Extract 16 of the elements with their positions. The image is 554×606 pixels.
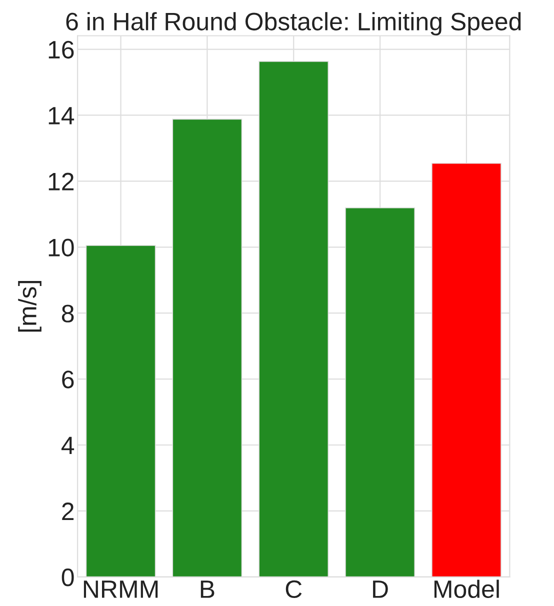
x-tick-label: B xyxy=(200,580,214,598)
x-tick-label: NRMM xyxy=(84,580,158,598)
y-tick-label: 10 xyxy=(48,238,74,256)
y-tick-label: 4 xyxy=(61,436,74,454)
y-tick-label: 0 xyxy=(62,568,74,586)
x-tick-label: C xyxy=(286,580,302,598)
chart-title: 6 in Half Round Obstacle: Limiting Speed xyxy=(66,12,521,36)
x-tick-label: Model xyxy=(434,580,499,598)
y-tick-label: 8 xyxy=(62,304,74,322)
y-axis-title: [m/s] xyxy=(18,281,42,332)
x-tick-label: D xyxy=(373,580,388,598)
y-tick-label: 2 xyxy=(62,502,74,520)
y-tick-label: 6 xyxy=(62,370,74,388)
y-tick-label: 16 xyxy=(48,40,74,59)
y-tick-label: 14 xyxy=(48,107,74,124)
y-tick-label: 12 xyxy=(48,172,74,190)
